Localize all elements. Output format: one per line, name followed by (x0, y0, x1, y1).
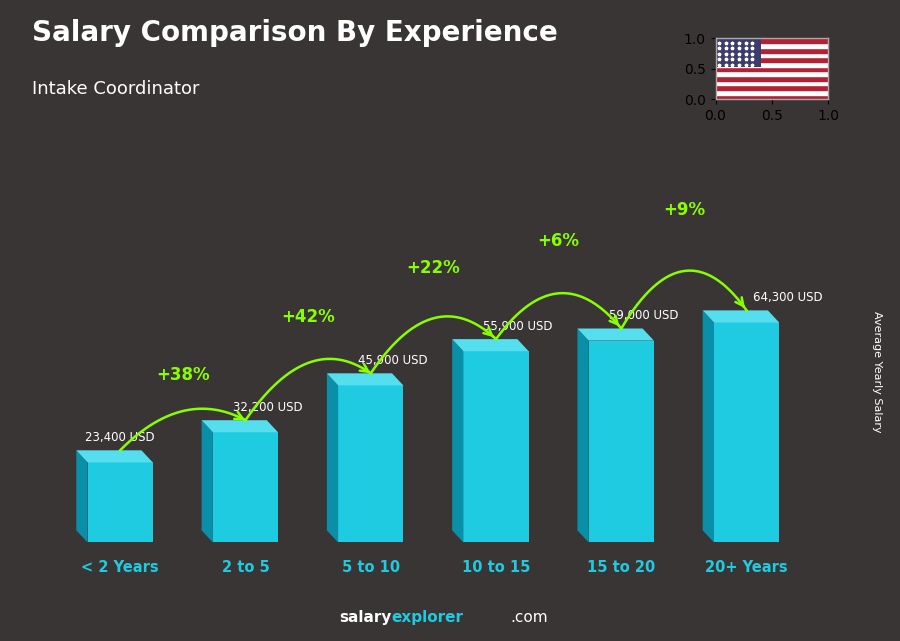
Bar (338, 385, 403, 542)
Polygon shape (452, 339, 528, 351)
Polygon shape (202, 420, 213, 542)
Bar (716, 62, 828, 67)
Bar (213, 432, 278, 542)
Bar (464, 351, 528, 542)
Bar (716, 43, 828, 48)
Bar (716, 76, 828, 81)
Polygon shape (578, 328, 589, 542)
Polygon shape (327, 373, 338, 542)
Text: 5 to 10: 5 to 10 (342, 560, 400, 575)
Text: +22%: +22% (407, 259, 460, 277)
Bar (716, 67, 828, 71)
Text: 32,200 USD: 32,200 USD (233, 401, 302, 413)
Text: +42%: +42% (281, 308, 335, 326)
Text: 23,400 USD: 23,400 USD (86, 431, 155, 444)
Text: 55,900 USD: 55,900 USD (483, 319, 553, 333)
Bar (87, 462, 153, 542)
Text: explorer: explorer (392, 610, 464, 625)
Text: Salary Comparison By Experience: Salary Comparison By Experience (32, 19, 557, 47)
Text: +9%: +9% (663, 201, 705, 219)
Bar (716, 81, 828, 85)
Bar (716, 90, 828, 95)
Text: 59,000 USD: 59,000 USD (608, 309, 679, 322)
Polygon shape (703, 310, 779, 322)
Bar (716, 53, 828, 57)
Text: 20+ Years: 20+ Years (706, 560, 788, 575)
Bar (716, 71, 828, 76)
Text: salary: salary (339, 610, 392, 625)
Text: 64,300 USD: 64,300 USD (752, 291, 823, 304)
Bar (716, 48, 828, 53)
Bar (714, 322, 779, 542)
Polygon shape (202, 420, 278, 432)
Polygon shape (703, 310, 714, 542)
Text: 2 to 5: 2 to 5 (221, 560, 269, 575)
Polygon shape (76, 451, 87, 542)
Bar (589, 340, 654, 542)
Polygon shape (452, 339, 464, 542)
Bar (716, 85, 828, 90)
Bar (716, 95, 828, 99)
Text: Average Yearly Salary: Average Yearly Salary (872, 311, 883, 433)
Polygon shape (76, 451, 153, 462)
Text: < 2 Years: < 2 Years (81, 560, 159, 575)
Text: Intake Coordinator: Intake Coordinator (32, 80, 199, 98)
Bar (716, 38, 828, 43)
Text: 15 to 20: 15 to 20 (587, 560, 655, 575)
Text: +38%: +38% (156, 365, 210, 383)
Polygon shape (327, 373, 403, 385)
Text: 45,900 USD: 45,900 USD (358, 354, 428, 367)
Text: +6%: +6% (537, 231, 580, 249)
Text: 10 to 15: 10 to 15 (462, 560, 530, 575)
Bar (716, 38, 760, 67)
Bar (716, 57, 828, 62)
Polygon shape (578, 328, 654, 340)
Text: .com: .com (510, 610, 548, 625)
